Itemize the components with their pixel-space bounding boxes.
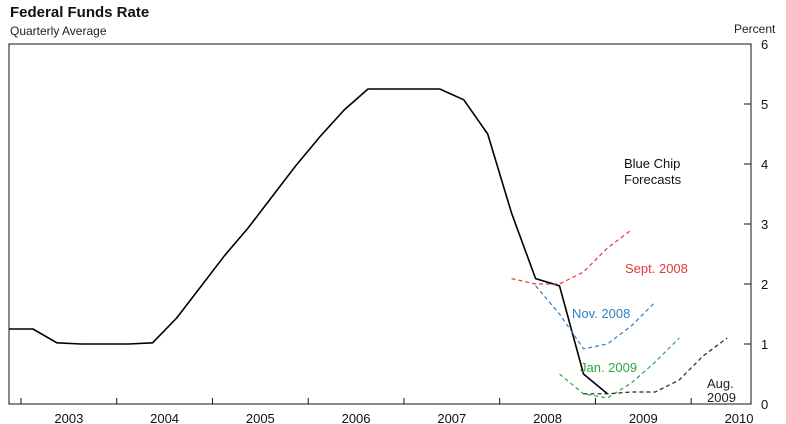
series-line-forecast-4 [583, 337, 728, 395]
series-label: Jan. 2009 [580, 360, 637, 375]
x-tick-label: 2010 [725, 411, 754, 424]
x-tick-label: 2004 [150, 411, 179, 424]
y-tick-label: 4 [761, 157, 768, 172]
chart-title: Federal Funds Rate [10, 4, 150, 21]
label-layer: Sept. 2008 Nov. 2008 Jan. 2009 Aug. 2009 Blue… [572, 156, 736, 405]
series-line-forecast-2 [535, 285, 656, 350]
x-tick-label: 2005 [246, 411, 275, 424]
y-tick-label: 0 [761, 397, 768, 412]
axis-ticks: 0 1 2 3 4 5 6 2003 2004 2005 2006 2007 2008 2009 2010 [20, 37, 768, 424]
y-tick-label: 2 [761, 277, 768, 292]
y-tick-label: 5 [761, 97, 768, 112]
x-tick-label: 2009 [629, 411, 658, 424]
x-tick-label: 2003 [54, 411, 83, 424]
series-layer [9, 88, 728, 399]
y-tick-label: 3 [761, 217, 768, 232]
x-tick-label: 2006 [342, 411, 371, 424]
series-label: Sept. 2008 [625, 261, 688, 276]
series-line-actual [9, 88, 608, 395]
x-tick-label: 2007 [437, 411, 466, 424]
y-tick-label: 1 [761, 337, 768, 352]
series-line-forecast-1 [511, 229, 632, 285]
series-line-forecast-3 [559, 337, 680, 399]
y-tick-label: 6 [761, 37, 768, 52]
series-label: Aug. 2009 [707, 376, 736, 405]
x-tick-label: 2008 [533, 411, 562, 424]
series-label: Nov. 2008 [572, 306, 630, 321]
plot-frame [8, 43, 752, 405]
y-axis-unit-label: Percent [734, 22, 776, 36]
chart-subtitle: Quarterly Average [10, 24, 107, 38]
forecast-annotation: Blue Chip Forecasts [624, 156, 682, 187]
